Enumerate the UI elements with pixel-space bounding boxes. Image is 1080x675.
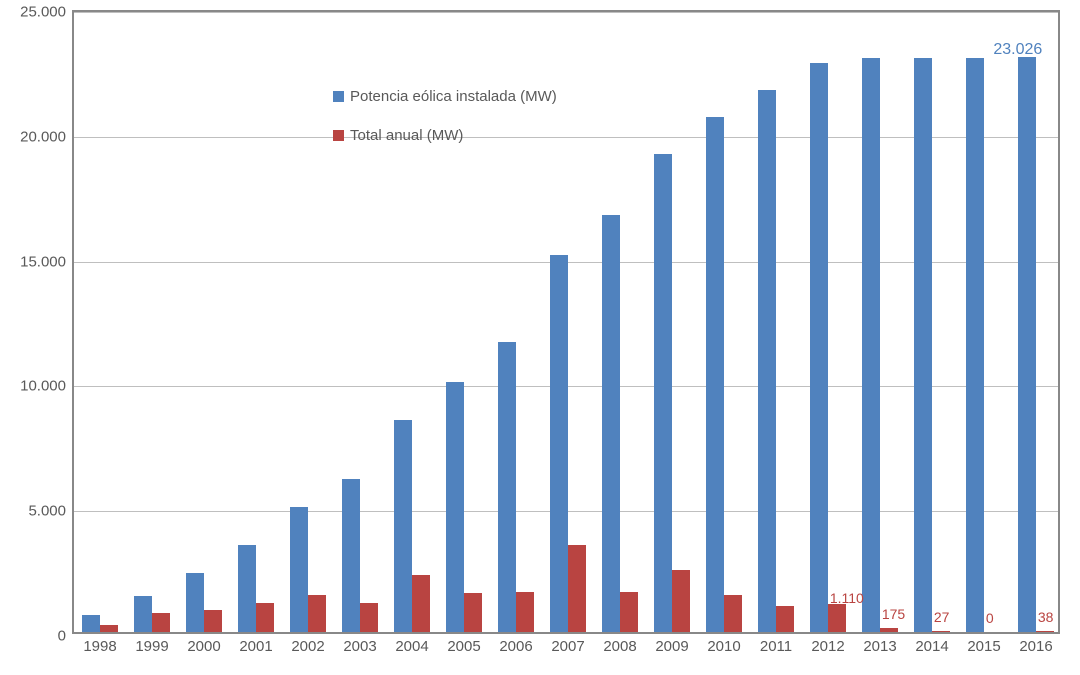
legend-item: Potencia eólica instalada (MW) bbox=[333, 88, 557, 105]
bar-installed bbox=[550, 255, 568, 632]
x-axis-tick: 2016 bbox=[1019, 638, 1052, 655]
bar-installed bbox=[602, 215, 620, 632]
x-axis-tick: 2004 bbox=[395, 638, 428, 655]
legend-label: Total anual (MW) bbox=[350, 127, 463, 144]
bar-annual bbox=[672, 570, 690, 632]
x-axis-tick: 2002 bbox=[291, 638, 324, 655]
x-axis-tick: 1998 bbox=[83, 638, 116, 655]
legend-swatch bbox=[333, 130, 344, 141]
bar-annual bbox=[464, 593, 482, 632]
bar-annual bbox=[620, 592, 638, 632]
data-label: 27 bbox=[934, 609, 950, 625]
bar-annual bbox=[412, 575, 430, 632]
bar-installed bbox=[706, 117, 724, 632]
bar-installed bbox=[446, 382, 464, 632]
bar-installed bbox=[498, 342, 516, 632]
x-axis-tick: 2008 bbox=[603, 638, 636, 655]
bar-annual bbox=[100, 625, 118, 632]
x-axis-tick: 2003 bbox=[343, 638, 376, 655]
bar-annual bbox=[204, 610, 222, 632]
data-label: 38 bbox=[1038, 609, 1054, 625]
x-axis-tick: 2013 bbox=[863, 638, 896, 655]
bar-installed bbox=[82, 615, 100, 632]
data-label: 175 bbox=[882, 606, 905, 622]
legend-item: Total anual (MW) bbox=[333, 127, 463, 144]
bar-installed bbox=[654, 154, 672, 632]
bar-installed bbox=[914, 58, 932, 632]
gridline bbox=[74, 12, 1058, 13]
legend-swatch bbox=[333, 91, 344, 102]
bar-annual bbox=[516, 592, 534, 632]
bar-annual bbox=[256, 603, 274, 632]
x-axis-tick: 1999 bbox=[135, 638, 168, 655]
bar-annual bbox=[568, 545, 586, 632]
bar-annual bbox=[932, 631, 950, 632]
y-axis-tick: 10.000 bbox=[20, 378, 66, 395]
x-axis-tick: 2014 bbox=[915, 638, 948, 655]
plot-area: 05.00010.00015.00020.00025.0001998199920… bbox=[72, 10, 1060, 634]
bar-installed bbox=[238, 545, 256, 632]
bar-installed bbox=[862, 58, 880, 632]
bar-annual bbox=[152, 613, 170, 632]
x-axis-tick: 2011 bbox=[760, 638, 792, 655]
bar-annual bbox=[724, 595, 742, 632]
bar-annual bbox=[360, 603, 378, 632]
y-axis-tick: 25.000 bbox=[20, 4, 66, 21]
bar-installed bbox=[342, 479, 360, 633]
gridline bbox=[74, 137, 1058, 138]
bar-installed bbox=[134, 596, 152, 632]
legend-label: Potencia eólica instalada (MW) bbox=[350, 88, 557, 105]
x-axis-tick: 2015 bbox=[967, 638, 1000, 655]
bar-annual bbox=[776, 606, 794, 632]
x-axis-tick: 2006 bbox=[499, 638, 532, 655]
bar-installed bbox=[394, 420, 412, 632]
y-axis-tick: 15.000 bbox=[20, 253, 66, 270]
bar-annual bbox=[828, 604, 846, 632]
bar-installed bbox=[1018, 57, 1036, 632]
x-axis-tick: 2000 bbox=[187, 638, 220, 655]
x-axis-tick: 2012 bbox=[811, 638, 844, 655]
x-axis-tick: 2007 bbox=[551, 638, 584, 655]
data-label: 0 bbox=[986, 610, 994, 626]
bar-annual bbox=[1036, 631, 1054, 632]
y-axis-tick: 5.000 bbox=[28, 503, 66, 520]
y-axis-tick: 20.000 bbox=[20, 128, 66, 145]
x-axis-tick: 2009 bbox=[655, 638, 688, 655]
bar-installed bbox=[186, 573, 204, 632]
data-label: 1.110 bbox=[830, 590, 864, 606]
bar-annual bbox=[880, 628, 898, 632]
x-axis-tick: 2010 bbox=[707, 638, 740, 655]
x-axis-tick: 2001 bbox=[239, 638, 272, 655]
y-axis-tick: 0 bbox=[58, 628, 66, 645]
data-label: 23.026 bbox=[993, 41, 1042, 59]
bar-installed bbox=[758, 90, 776, 632]
x-axis-tick: 2005 bbox=[447, 638, 480, 655]
bar-installed bbox=[290, 507, 308, 632]
bar-installed bbox=[810, 63, 828, 632]
bar-annual bbox=[308, 595, 326, 632]
bar-installed bbox=[966, 58, 984, 632]
bar-chart: 0 5.000 10.000 15.000 20.000 25.000 1998 1999 20… bbox=[0, 0, 1080, 675]
